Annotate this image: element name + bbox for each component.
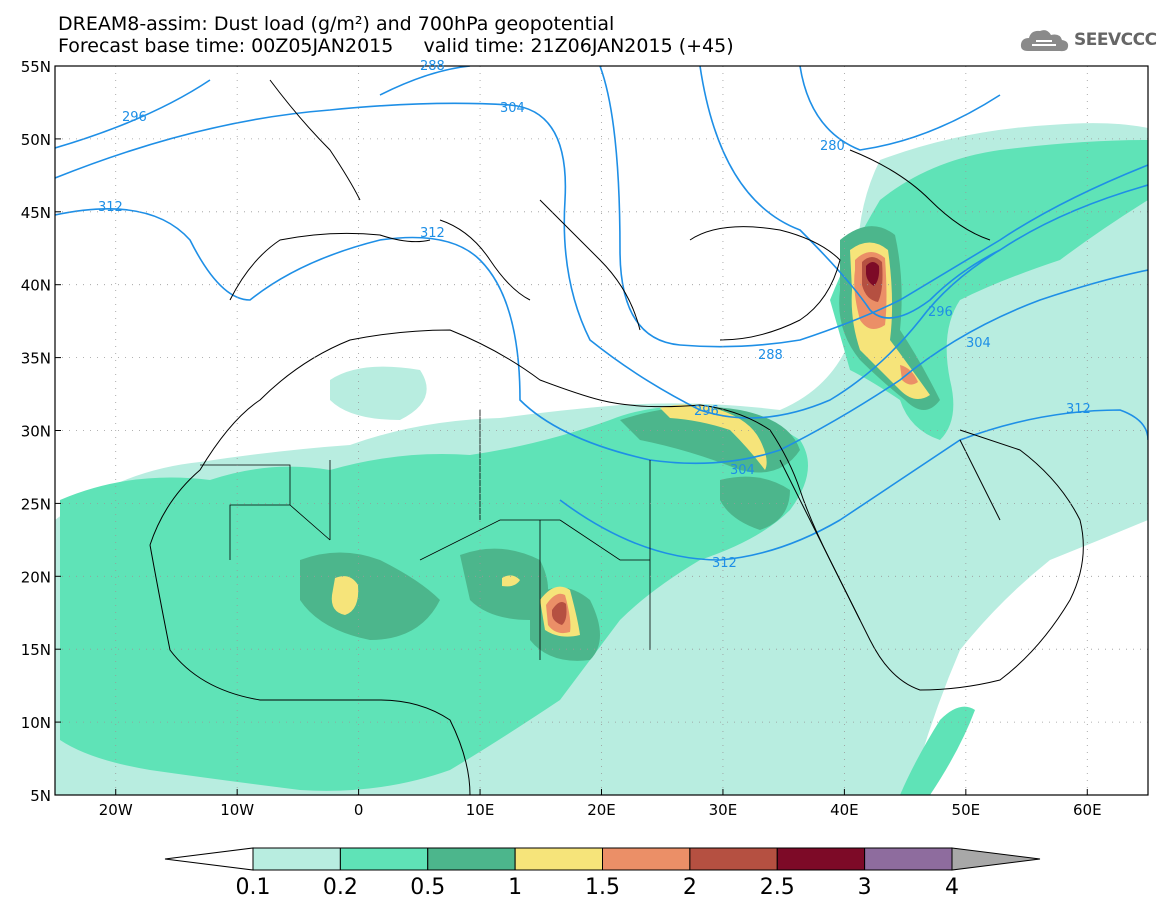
lat-label: 10N: [21, 714, 51, 732]
contour-line: [55, 102, 1148, 419]
coastline: [539, 199, 641, 331]
lat-label: 30N: [21, 423, 51, 441]
colorbar-labels: 0.1 0.2 0.5 1 1.5 2 2.5 3 4: [236, 875, 960, 900]
lon-label: 0: [354, 801, 364, 819]
lat-label: 35N: [21, 350, 51, 368]
lat-label: 50N: [21, 131, 51, 149]
colorbar-box: [339, 847, 429, 871]
coastline: [229, 232, 431, 301]
map-frame: [54, 65, 1149, 796]
colorbar-label: 0.2: [323, 875, 358, 900]
coastline: [849, 149, 991, 241]
contour-line: [599, 66, 1148, 348]
colorbar-label: 2.5: [760, 875, 795, 900]
geopotential-contours: [55, 66, 1148, 561]
colorbar-label: 1.5: [585, 875, 620, 900]
lat-label: 15N: [21, 641, 51, 659]
contour-line: [559, 409, 1148, 561]
contour-label: 296: [122, 110, 147, 125]
seevccc-logo: SEEVCCC: [1018, 24, 1157, 56]
lon-label: 10W: [220, 801, 254, 819]
lon-label: 20W: [99, 801, 133, 819]
colorbar-label: 0.1: [236, 875, 271, 900]
contour-label: 304: [730, 463, 755, 478]
lon-label: 40E: [830, 801, 859, 819]
colorbar-box: [427, 847, 516, 871]
colorbar-label: 1: [508, 875, 522, 900]
coastline: [689, 226, 841, 341]
colorbar-box: [776, 847, 866, 871]
map-title: DREAM8-assim: Dust load (g/m²) and 700hP…: [58, 13, 615, 35]
cloud-icon: [1020, 30, 1069, 52]
lon-label: 30E: [709, 801, 738, 819]
map-subtitle: Forecast base time: 00Z05JAN2015 valid t…: [58, 35, 734, 57]
contour-label: 288: [758, 348, 783, 363]
coastline: [959, 439, 1001, 521]
contour-label: 312: [1066, 402, 1091, 417]
colorbar-box: [689, 847, 778, 871]
contour-label: 296: [694, 404, 719, 419]
contour-line: [379, 66, 471, 96]
coastline: [149, 544, 471, 795]
coastline: [269, 79, 361, 201]
colorbar-underflow: [164, 847, 254, 871]
contour-labels: 288 296 304 312 312 280 296 304 312 288 …: [98, 59, 1091, 571]
contour-label: 288: [420, 59, 445, 74]
coastline: [149, 329, 1084, 691]
contour-line: [799, 66, 1001, 151]
colorbar-label: 2: [683, 875, 697, 900]
contour-label: 312: [420, 226, 445, 241]
lat-label: 20N: [21, 568, 51, 586]
lat-label: 55N: [21, 58, 51, 76]
coastline: [779, 459, 861, 621]
lat-label: 40N: [21, 277, 51, 295]
contour-line: [55, 79, 211, 149]
contour-label: 304: [500, 101, 525, 116]
dust-field: [55, 123, 1148, 795]
colorbar-box: [514, 847, 603, 871]
contour-line: [55, 208, 1148, 465]
logo-text: SEEVCCC: [1074, 30, 1157, 50]
lon-label: 20E: [587, 801, 616, 819]
lat-label: 45N: [21, 204, 51, 222]
longitude-labels: 20W 10W 0 10E 20E 30E 40E 50E 60E: [99, 801, 1102, 819]
lat-label: 5N: [30, 787, 51, 805]
colorbar-overflow: [951, 847, 1041, 871]
contour-label: 304: [966, 336, 991, 351]
contour-label: 312: [712, 556, 737, 571]
colorbar-boxes: [164, 847, 1041, 871]
contour-label: 280: [820, 139, 845, 154]
graticule: [55, 65, 1148, 796]
contour-label: 312: [98, 200, 123, 215]
contour-line: [699, 66, 1001, 319]
colorbar-box: [602, 847, 691, 871]
coastlines-borders: [149, 79, 1084, 795]
colorbar-label: 0.5: [410, 875, 445, 900]
colorbar-box: [252, 847, 341, 871]
lat-label: 25N: [21, 495, 51, 513]
contour-label: 296: [928, 305, 953, 320]
coastline: [439, 219, 531, 301]
lon-label: 10E: [466, 801, 495, 819]
colorbar-box: [864, 847, 953, 871]
lon-label: 60E: [1073, 801, 1102, 819]
colorbar-label: 4: [945, 875, 959, 900]
colorbar-label: 3: [858, 875, 872, 900]
latitude-labels: 55N 50N 45N 40N 35N 30N 25N 20N 15N 10N 5N: [21, 58, 51, 805]
lon-label: 50E: [952, 801, 981, 819]
